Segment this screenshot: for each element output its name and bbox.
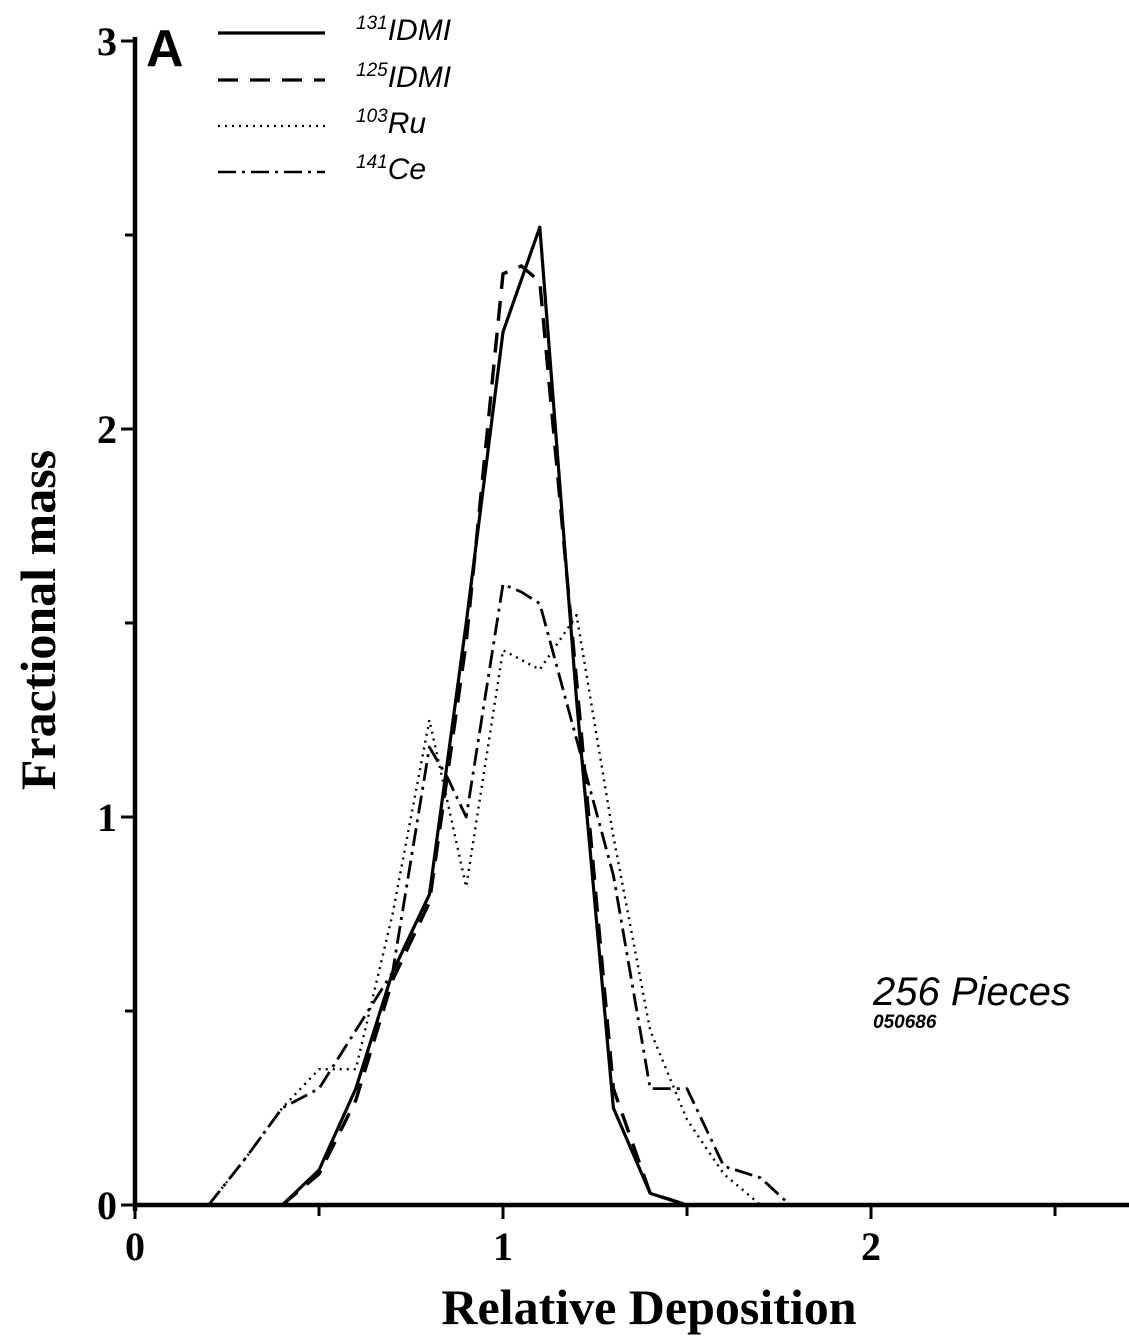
series-line-125-idmi (281, 264, 688, 1207)
series-line-131-idmi (281, 225, 688, 1207)
axes (132, 37, 1129, 1211)
axis-ticks: 0 1 2 0 1 2 3 (97, 19, 1057, 1269)
legend-label-series-2: 125IDMI (356, 60, 451, 94)
series-line-103-ru (207, 614, 762, 1206)
annotation-pieces: 256 Pieces (872, 970, 1071, 1014)
y-tick-label: 0 (97, 1183, 117, 1228)
annotation-code: 050686 (873, 1012, 937, 1033)
legend-label-series-3: 103Ru (356, 106, 426, 140)
series-group (207, 225, 791, 1207)
y-tick-label: 1 (97, 795, 117, 840)
x-tick-label: 2 (861, 1224, 881, 1269)
legend-label-series-4: 141Ce (356, 152, 426, 186)
x-tick-label: 1 (493, 1224, 513, 1269)
series-line-141-ce (207, 582, 791, 1207)
legend-label-series-1: 131IDMI (356, 13, 451, 47)
panel-label: A (146, 20, 184, 78)
x-tick-label: 0 (125, 1224, 145, 1269)
y-tick-label: 3 (97, 19, 117, 64)
x-axis-title: Relative Deposition (441, 1279, 856, 1335)
y-tick-label: 2 (97, 407, 117, 452)
legend: 131IDMI 125IDMI 103Ru 141Ce (218, 13, 451, 186)
y-axis-title: Fractional mass (10, 450, 66, 790)
